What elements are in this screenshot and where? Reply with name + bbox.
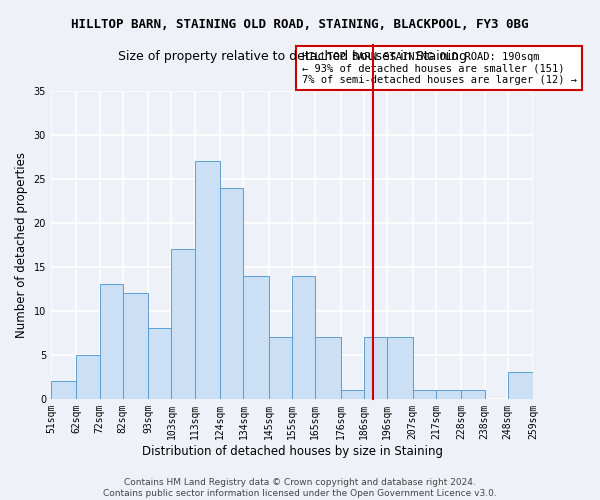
Bar — [172, 250, 194, 399]
Text: HILLTOP BARN, STAINING OLD ROAD, STAINING, BLACKPOOL, FY3 0BG: HILLTOP BARN, STAINING OLD ROAD, STAININ… — [71, 18, 529, 30]
Bar — [194, 162, 220, 399]
Y-axis label: Number of detached properties: Number of detached properties — [15, 152, 28, 338]
Text: Contains HM Land Registry data © Crown copyright and database right 2024.
Contai: Contains HM Land Registry data © Crown c… — [103, 478, 497, 498]
Title: Size of property relative to detached houses in Staining: Size of property relative to detached ho… — [118, 50, 467, 64]
X-axis label: Distribution of detached houses by size in Staining: Distribution of detached houses by size … — [142, 444, 443, 458]
Bar — [364, 337, 387, 399]
Bar — [220, 188, 244, 399]
Bar — [269, 337, 292, 399]
Bar — [123, 294, 148, 399]
Bar — [315, 337, 341, 399]
Bar — [76, 355, 100, 399]
Bar — [100, 284, 123, 399]
Bar — [341, 390, 364, 399]
Bar — [436, 390, 461, 399]
Bar — [387, 337, 413, 399]
Bar — [148, 328, 172, 399]
Bar — [244, 276, 269, 399]
Bar — [508, 372, 533, 399]
Bar — [51, 381, 76, 399]
Bar — [461, 390, 485, 399]
Bar — [292, 276, 315, 399]
Text: HILLTOP BARN STAINING OLD ROAD: 190sqm
← 93% of detached houses are smaller (151: HILLTOP BARN STAINING OLD ROAD: 190sqm ←… — [302, 52, 577, 84]
Bar — [413, 390, 436, 399]
